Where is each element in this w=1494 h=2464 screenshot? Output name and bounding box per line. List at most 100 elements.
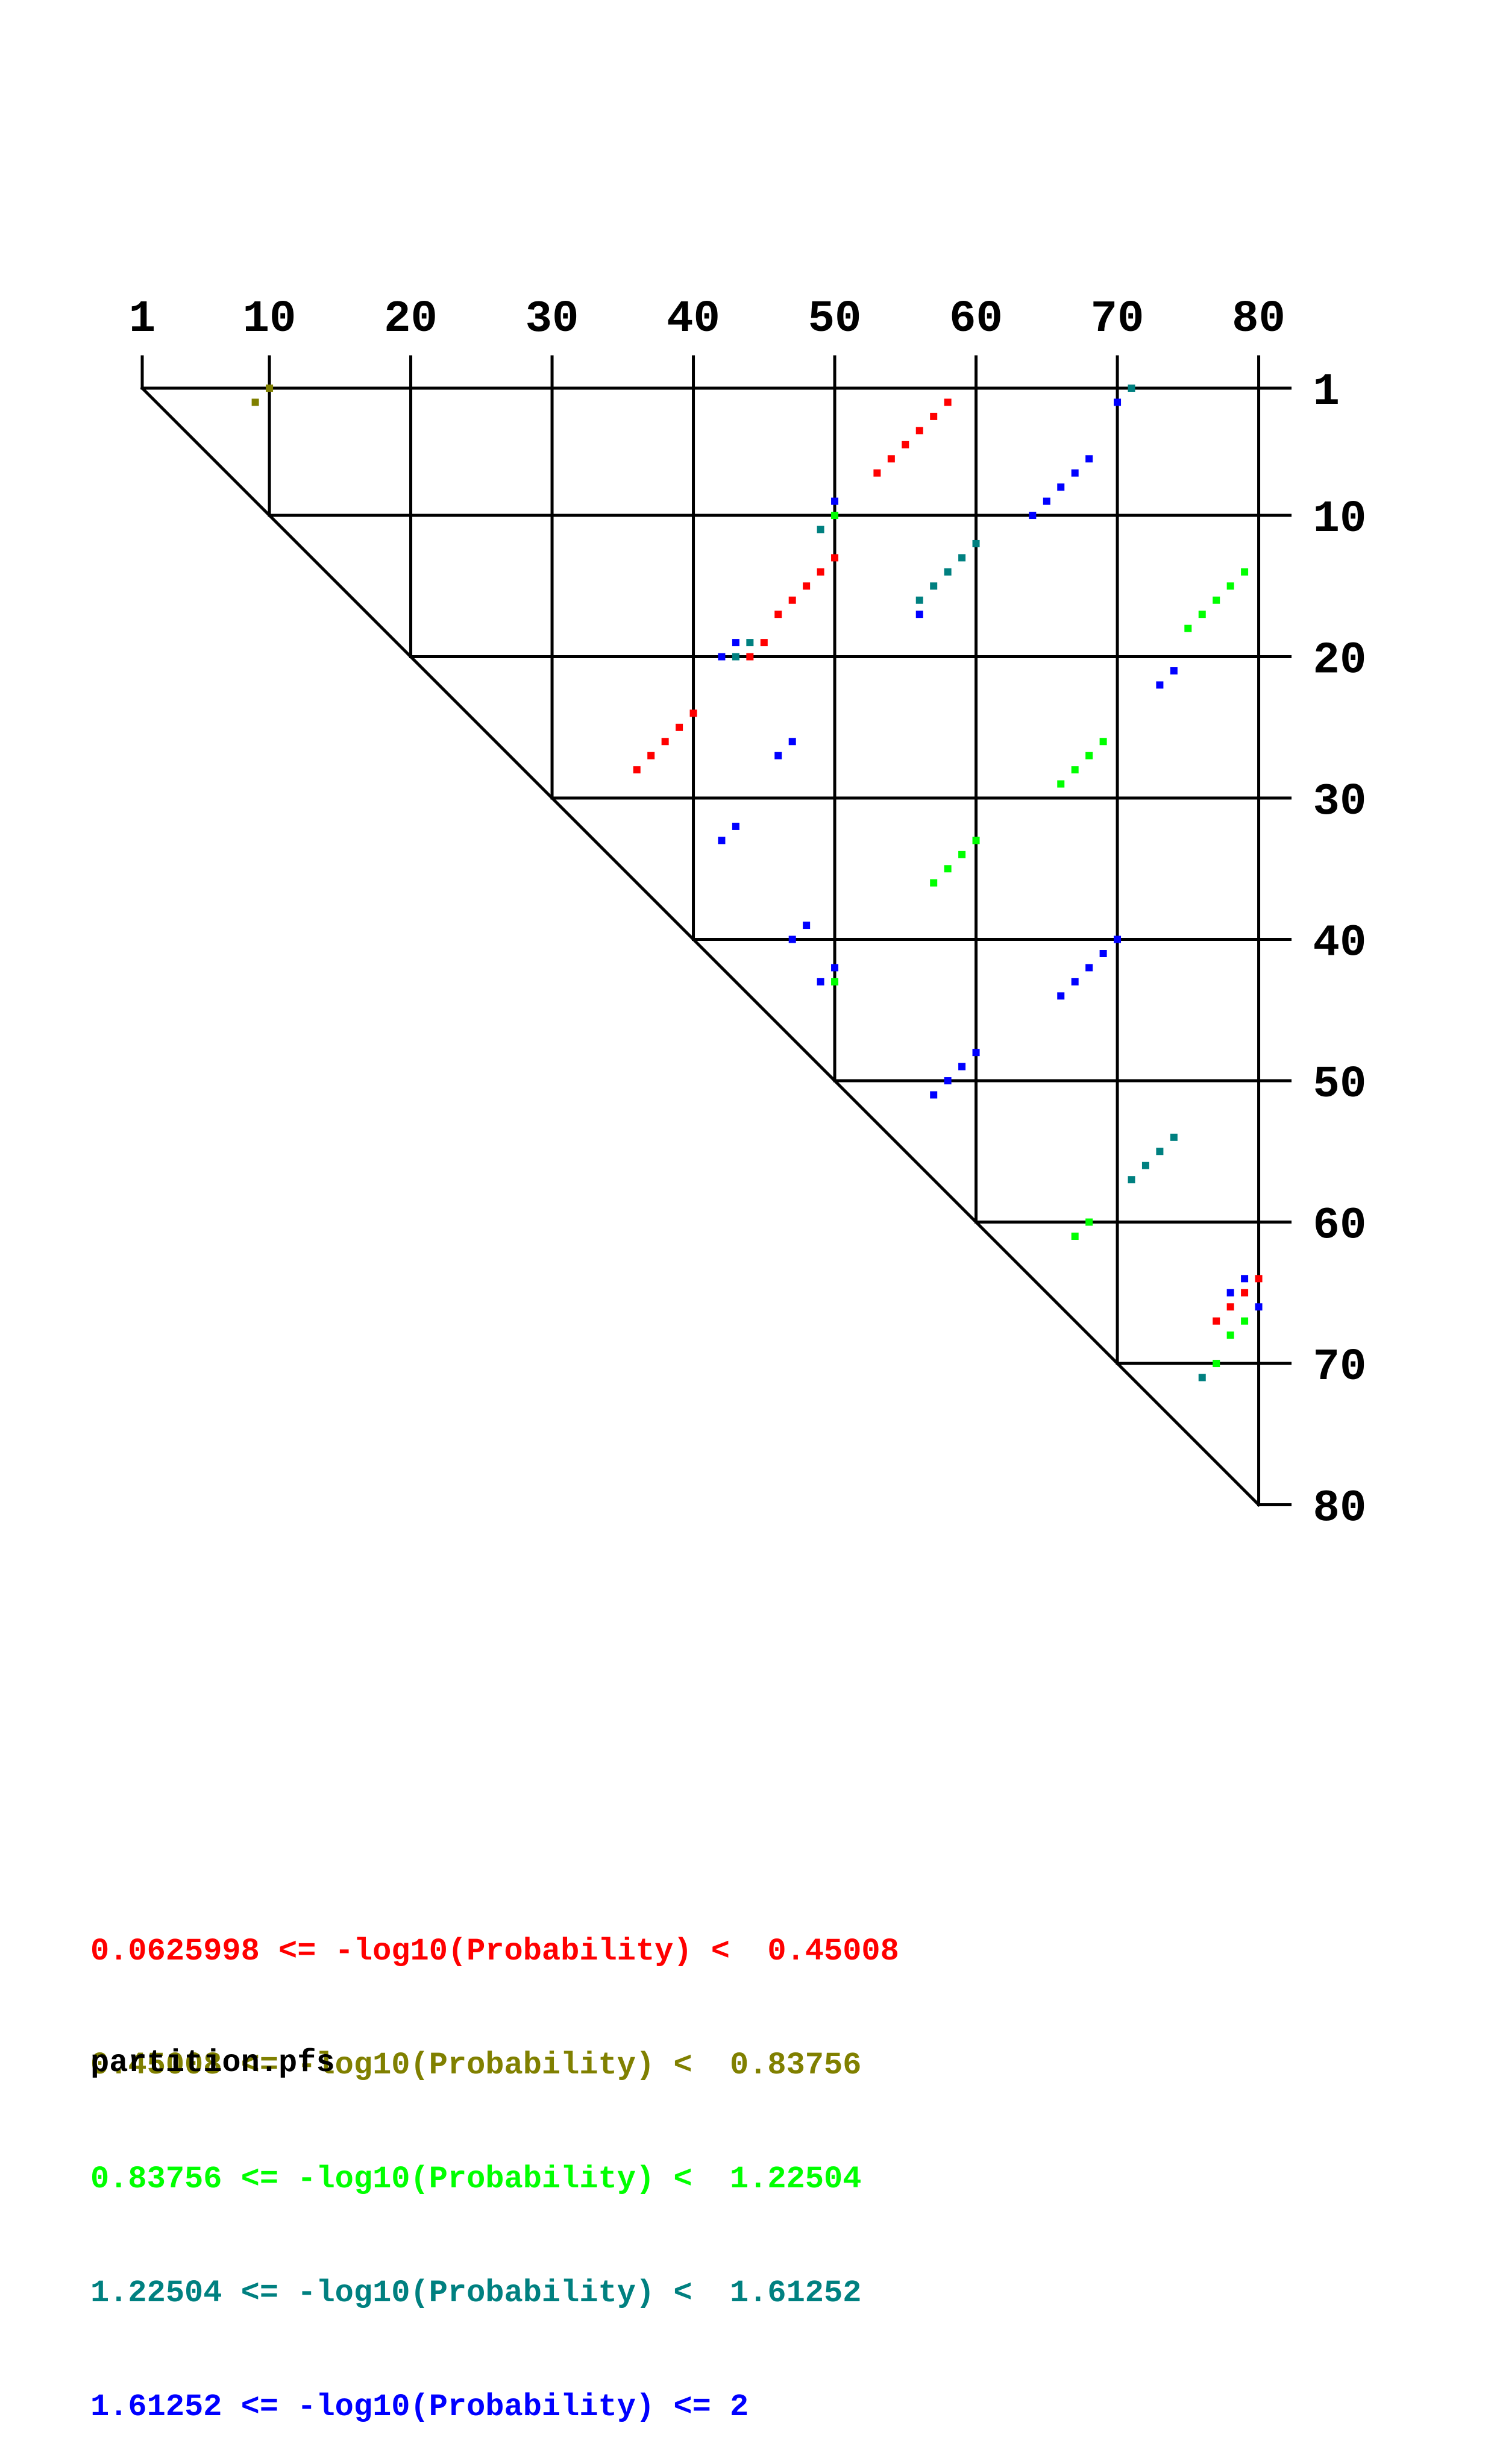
base-pair-dot bbox=[1226, 582, 1234, 590]
base-pair-dot bbox=[817, 978, 824, 985]
base-pair-dot bbox=[1114, 935, 1122, 943]
base-pair-dot bbox=[1241, 1317, 1249, 1325]
y-tick-label: 60 bbox=[1313, 1201, 1367, 1252]
base-pair-dot bbox=[873, 469, 881, 477]
base-pair-dot bbox=[1156, 681, 1164, 689]
base-pair-dot bbox=[958, 1063, 966, 1070]
base-pair-dot bbox=[972, 837, 980, 844]
base-pair-dot bbox=[1099, 738, 1107, 746]
x-tick-label: 70 bbox=[1091, 294, 1144, 345]
base-pair-dot bbox=[1071, 469, 1079, 477]
base-pair-dot bbox=[1057, 780, 1065, 788]
base-pair-dot bbox=[831, 978, 839, 985]
y-tick-label: 10 bbox=[1313, 494, 1367, 545]
base-pair-dot bbox=[718, 837, 726, 844]
base-pair-dot bbox=[915, 596, 923, 604]
base-pair-dot bbox=[788, 596, 796, 604]
base-pair-dot bbox=[661, 738, 669, 746]
base-pair-dot bbox=[1085, 1218, 1093, 1226]
base-pair-dot bbox=[1029, 512, 1037, 520]
base-pair-dot bbox=[1198, 611, 1206, 618]
legend-entry-5: 1.61252 <= -log10(Probability) <= 2 bbox=[90, 2389, 749, 2425]
base-pair-dot bbox=[1141, 1161, 1149, 1169]
base-pair-dot bbox=[1198, 1374, 1206, 1381]
base-pair-dot bbox=[1255, 1303, 1263, 1311]
base-pair-dot bbox=[1071, 978, 1079, 985]
x-tick-label: 80 bbox=[1232, 294, 1285, 345]
legend-entry-4: 1.22504 <= -log10(Probability) < 1.61252 bbox=[90, 2275, 862, 2311]
base-pair-dot bbox=[732, 653, 739, 661]
base-pair-dot bbox=[774, 752, 782, 759]
file-name: partition.pfs bbox=[90, 2045, 335, 2081]
base-pair-dot bbox=[251, 398, 259, 406]
base-pair-dot bbox=[944, 568, 952, 576]
y-tick-label: 40 bbox=[1313, 919, 1367, 969]
base-pair-dot bbox=[944, 865, 952, 873]
base-pair-dot bbox=[746, 653, 754, 661]
base-pair-dot bbox=[958, 850, 966, 858]
base-pair-dot bbox=[1128, 1176, 1135, 1184]
base-pair-dot bbox=[1170, 667, 1178, 674]
base-pair-dot bbox=[1241, 1275, 1249, 1283]
base-pair-dot bbox=[1213, 596, 1220, 604]
base-pair-dot bbox=[915, 611, 923, 618]
base-pair-dot bbox=[1241, 1289, 1249, 1296]
base-pair-dot bbox=[831, 964, 839, 972]
base-pair-dot bbox=[676, 723, 683, 731]
dot-plot: 1 10 20 30 40 50 60 70 80 1 10 20 30 40 50 60 70 80 bbox=[129, 294, 1367, 1535]
base-pair-dot bbox=[930, 582, 938, 590]
base-pair-dot bbox=[972, 539, 980, 547]
base-pair-dot bbox=[1156, 1148, 1164, 1155]
base-pair-dot bbox=[788, 935, 796, 943]
x-tick-label: 50 bbox=[808, 294, 862, 345]
base-pair-dot bbox=[944, 1077, 952, 1085]
y-tick-label: 30 bbox=[1313, 777, 1367, 828]
y-tick-label: 20 bbox=[1313, 636, 1367, 687]
base-pair-dot bbox=[831, 512, 839, 520]
plot-grid bbox=[140, 386, 1261, 1507]
base-pair-dot bbox=[718, 653, 726, 661]
base-pair-dot bbox=[1085, 455, 1093, 463]
base-pair-dot bbox=[732, 822, 739, 830]
base-pair-dot bbox=[1057, 992, 1065, 1000]
base-pair-dot bbox=[1170, 1133, 1178, 1141]
base-pair-dot bbox=[972, 1049, 980, 1057]
base-pair-dot bbox=[1184, 624, 1192, 632]
probability-legend: 0.0625998 <= -log10(Probability) < 0.450… bbox=[90, 1856, 899, 2464]
base-pair-dot bbox=[803, 922, 811, 929]
base-pair-dot bbox=[817, 568, 824, 576]
base-pair-dot bbox=[930, 1091, 938, 1099]
base-pair-dot bbox=[1043, 497, 1050, 505]
base-pair-dot bbox=[831, 554, 839, 562]
axis-ticks: 1 10 20 30 40 50 60 70 80 1 10 20 30 40 50 60 70 80 bbox=[129, 294, 1367, 1535]
diagonal-line bbox=[140, 386, 1261, 1507]
base-pair-dot bbox=[1071, 766, 1079, 774]
legend-entry-1: 0.0625998 <= -log10(Probability) < 0.450… bbox=[90, 1934, 899, 1969]
base-pair-dot bbox=[930, 412, 938, 420]
base-pair-dot bbox=[1226, 1289, 1234, 1296]
base-pair-dot bbox=[887, 455, 895, 463]
base-pair-dot bbox=[1099, 950, 1107, 957]
base-pair-dot bbox=[1255, 1275, 1263, 1283]
base-pair-dot bbox=[1085, 964, 1093, 972]
base-pair-dot bbox=[1085, 752, 1093, 759]
base-pair-dot bbox=[1226, 1331, 1234, 1339]
base-pair-dot bbox=[831, 497, 839, 505]
base-pair-dot bbox=[633, 766, 641, 774]
x-tick-label: 40 bbox=[667, 294, 720, 345]
base-pair-dot bbox=[817, 526, 824, 533]
base-pair-dot bbox=[915, 427, 923, 435]
base-pair-dot bbox=[1226, 1303, 1234, 1311]
base-pair-dot bbox=[1114, 398, 1122, 406]
y-tick-label: 80 bbox=[1313, 1484, 1367, 1535]
base-pair-dot bbox=[1071, 1233, 1079, 1240]
x-tick-label: 1 bbox=[129, 294, 155, 345]
base-pair-dot bbox=[689, 709, 697, 717]
base-pair-dot bbox=[732, 639, 739, 647]
x-tick-label: 30 bbox=[526, 294, 579, 345]
x-tick-label: 20 bbox=[384, 294, 438, 345]
y-tick-label: 1 bbox=[1313, 367, 1340, 418]
base-pair-dot bbox=[1213, 1360, 1220, 1368]
base-pair-dot bbox=[803, 582, 811, 590]
legend-entry-3: 0.83756 <= -log10(Probability) < 1.22504 bbox=[90, 2161, 862, 2197]
